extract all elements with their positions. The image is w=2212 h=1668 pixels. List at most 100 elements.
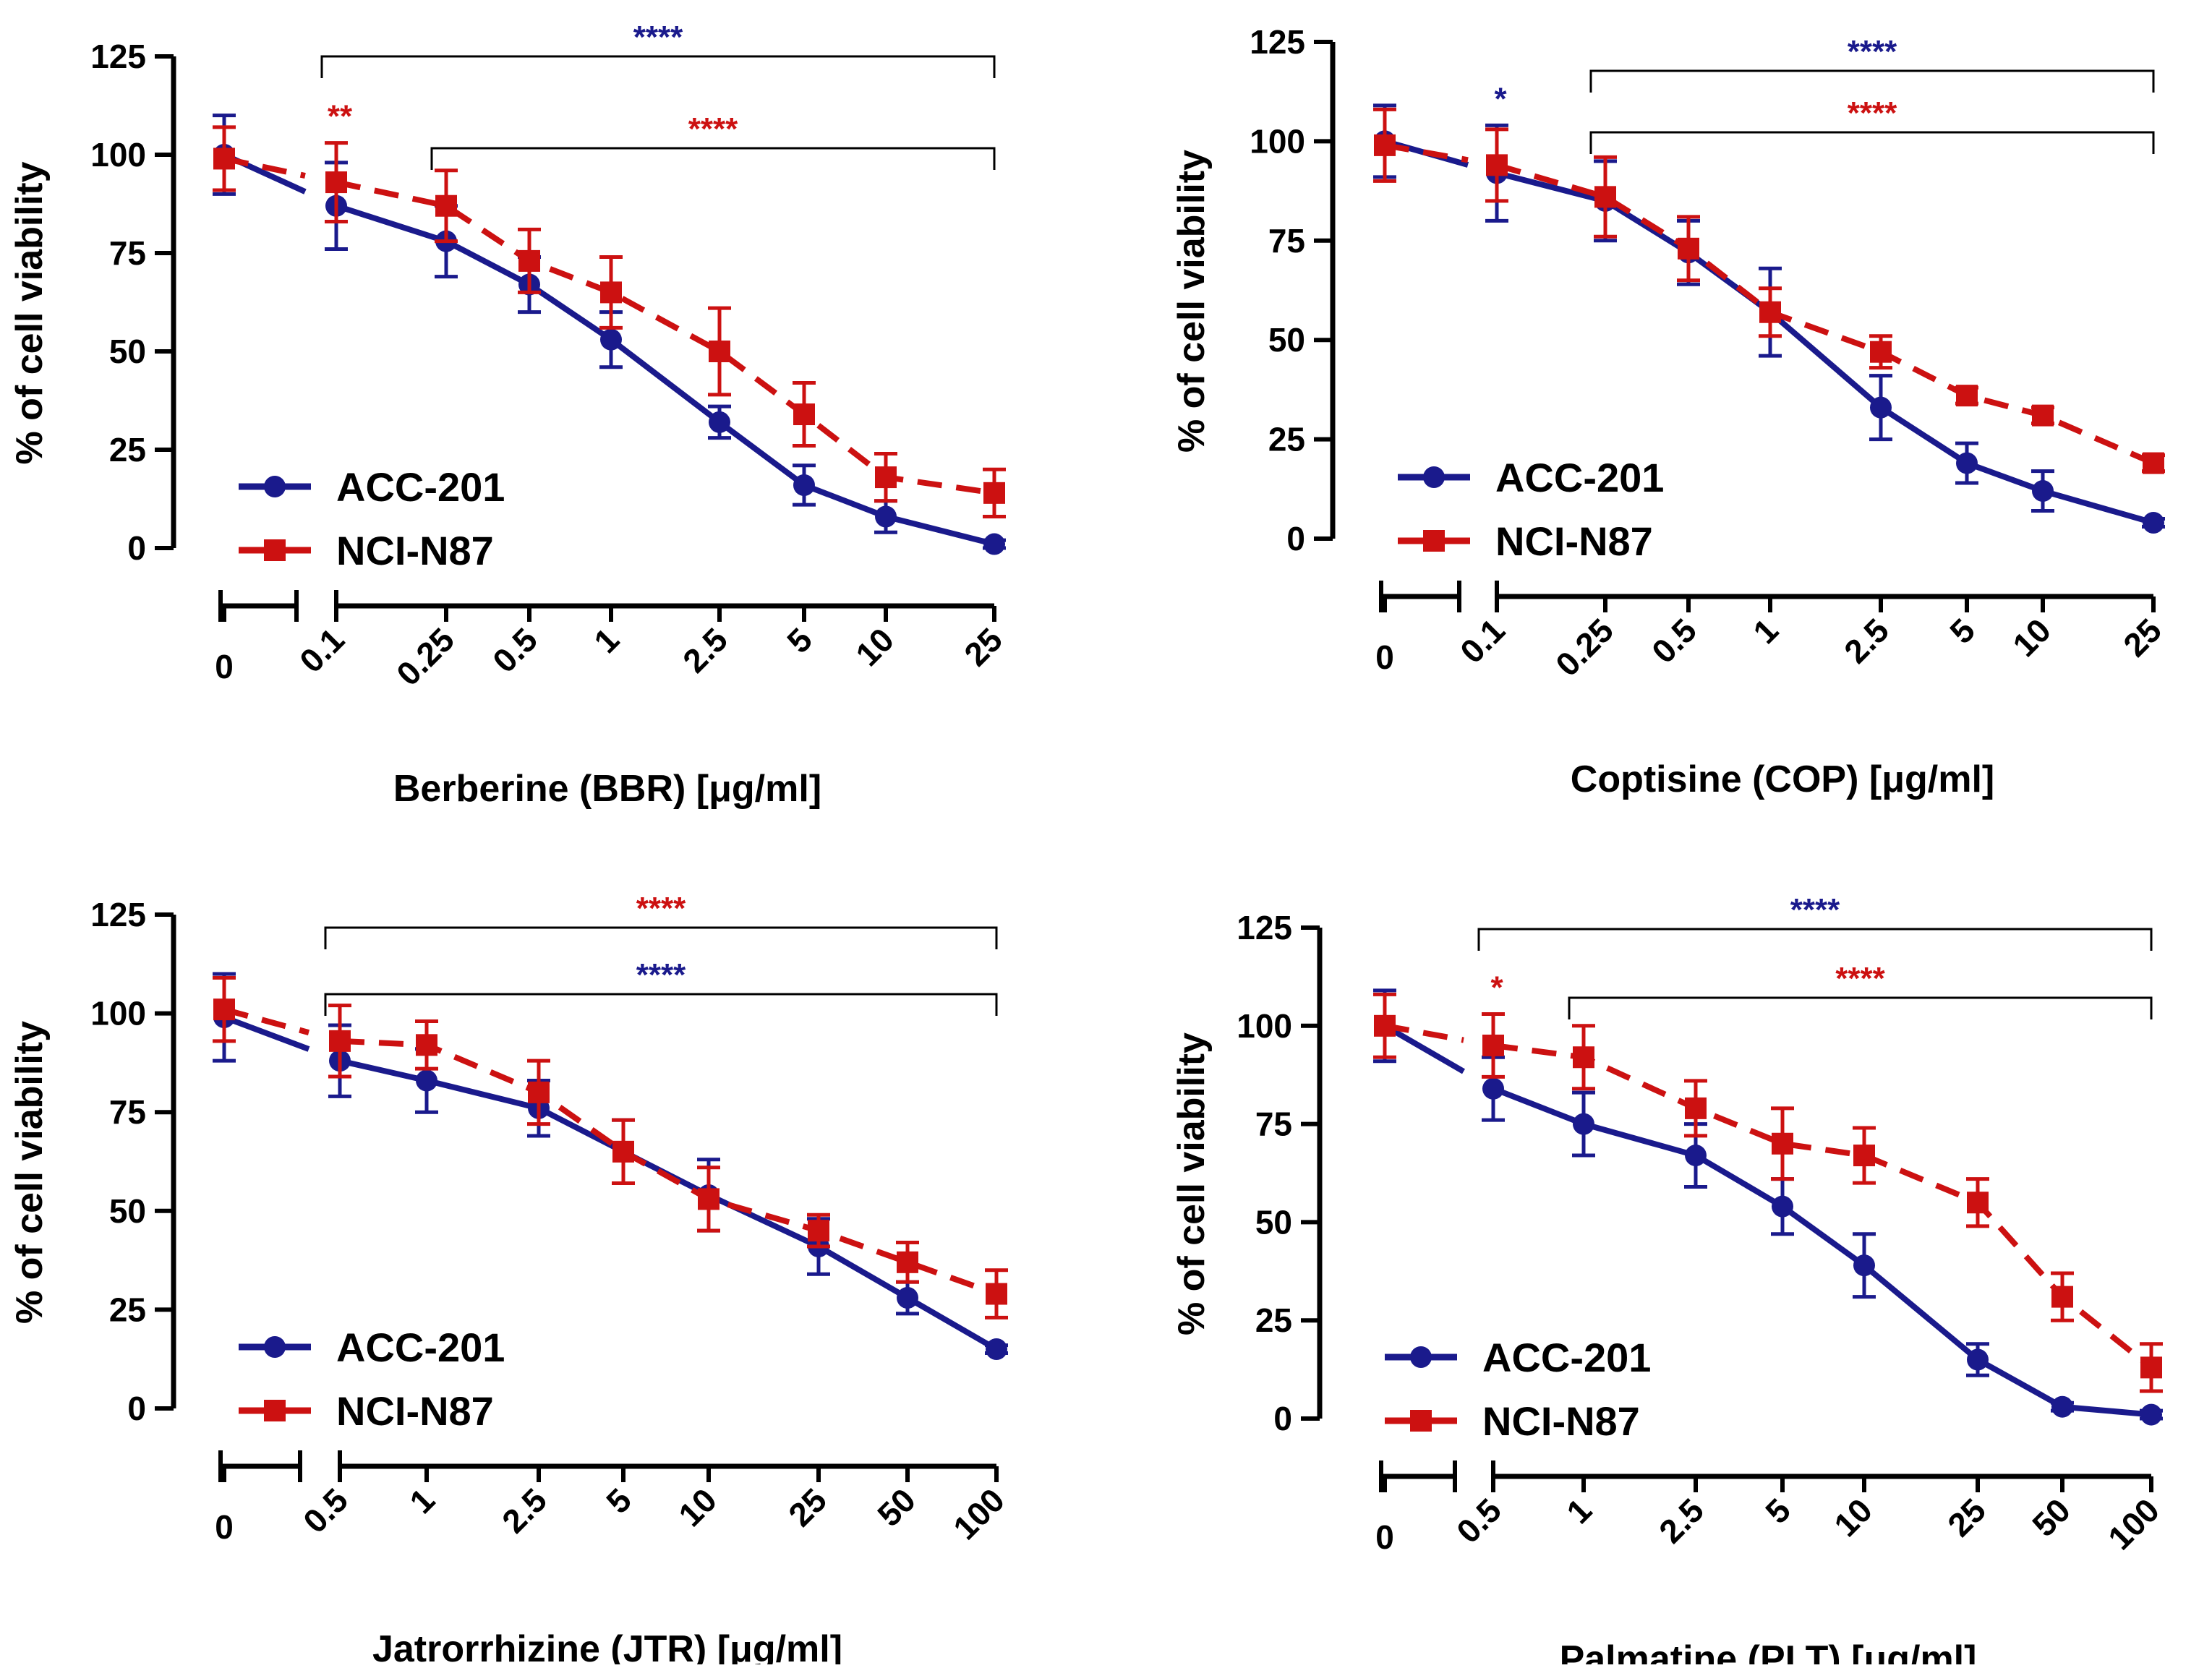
- series-nci-n87: [1373, 992, 2163, 1393]
- x-tick-label: 0.1: [1453, 611, 1512, 670]
- series-line: [336, 179, 995, 496]
- x-tick-label: 0.25: [389, 620, 461, 693]
- data-point: [600, 281, 622, 304]
- x-tick-label: 25: [781, 1481, 834, 1534]
- x-tick-label: 10: [2005, 611, 2058, 664]
- legend-entry: ACC-201: [239, 1325, 505, 1370]
- data-point: [2032, 480, 2054, 502]
- y-tick-label: 125: [1237, 909, 1292, 946]
- legend-marker: [264, 476, 286, 497]
- data-point: [528, 1081, 550, 1103]
- data-point: [1486, 154, 1508, 176]
- y-tick-label: 25: [1268, 421, 1305, 458]
- legend-label: ACC-201: [1495, 455, 1664, 500]
- bracket-line: [430, 147, 996, 170]
- x-tick-label: 5: [780, 620, 819, 660]
- y-tick-label: 50: [1268, 321, 1305, 359]
- x-tick-label: 10: [671, 1481, 724, 1534]
- legend-label: ACC-201: [336, 1325, 505, 1370]
- x-tick-label: 0.5: [1449, 1491, 1508, 1550]
- y-tick-label: 50: [109, 333, 146, 370]
- data-point: [416, 1034, 437, 1056]
- x-tick-label: 0: [1375, 638, 1394, 676]
- data-point: [983, 533, 1005, 555]
- series-line: [1492, 1085, 2152, 1418]
- x-tick-label: 10: [1827, 1491, 1879, 1544]
- series-nci-n87: [213, 975, 1008, 1320]
- data-point: [793, 474, 815, 496]
- significance-bracket: ****: [1477, 892, 2153, 951]
- data-point: [612, 1140, 634, 1163]
- legend-entry: NCI-N87: [239, 1388, 494, 1434]
- y-tick-label: 125: [1250, 23, 1305, 61]
- data-point: [1772, 1132, 1793, 1155]
- x-tick-label: 0.1: [292, 620, 351, 680]
- legend-entry: ACC-201: [1385, 1335, 1651, 1380]
- data-point: [213, 998, 235, 1021]
- significance-stars: ****: [636, 891, 686, 926]
- significance-stars: *: [1494, 81, 1507, 116]
- data-point: [329, 1030, 351, 1052]
- data-point: [2143, 452, 2164, 474]
- legend-label: NCI-N87: [1482, 1398, 1640, 1444]
- data-point: [986, 1338, 1007, 1361]
- data-point: [2051, 1395, 2073, 1418]
- data-point: [1678, 237, 1699, 260]
- x-tick-label: 2.5: [675, 620, 735, 680]
- x-tick-label: 0: [1375, 1518, 1394, 1556]
- data-point: [1956, 452, 1978, 474]
- x-tick-label: 0: [215, 1508, 234, 1546]
- y-tick-label: 25: [1255, 1301, 1292, 1339]
- data-point: [2140, 1356, 2162, 1379]
- legend-marker: [1423, 466, 1445, 488]
- data-point: [325, 171, 347, 194]
- y-axis-title: % of cell viability: [1171, 1032, 1213, 1335]
- y-tick-label: 75: [1268, 222, 1305, 260]
- x-tick-label: 50: [2025, 1491, 2078, 1544]
- x-tick-label: 2.5: [495, 1481, 554, 1540]
- data-point: [1967, 1192, 1989, 1214]
- y-tick-label: 75: [1255, 1105, 1292, 1143]
- legend-label: NCI-N87: [336, 1388, 494, 1434]
- data-point: [2051, 1286, 2073, 1308]
- bracket-line: [1589, 131, 2155, 154]
- significance-bracket: ****: [324, 891, 998, 949]
- y-tick-label: 0: [127, 1390, 146, 1427]
- significance-bracket: ****: [320, 20, 996, 78]
- data-point: [2032, 404, 2054, 427]
- legend-entry: NCI-N87: [1398, 518, 1653, 564]
- significance-stars: ****: [633, 20, 683, 55]
- x-tick-label: 100: [946, 1481, 1012, 1547]
- x-axis-title: Berberine (BBR) [μg/ml]: [393, 768, 821, 810]
- legend-marker: [1423, 530, 1445, 552]
- legend-marker: [264, 1400, 286, 1421]
- bracket-line: [1589, 69, 2155, 93]
- legend-label: NCI-N87: [1495, 518, 1653, 564]
- y-tick-label: 125: [90, 38, 146, 75]
- significance-bracket: ****: [1589, 95, 2155, 154]
- y-axis-title: % of cell viability: [1171, 150, 1213, 453]
- series-nci-n87: [1373, 107, 2165, 474]
- legend-entry: ACC-201: [239, 464, 505, 510]
- significance-bracket: ****: [430, 111, 996, 170]
- data-point: [1853, 1254, 1875, 1277]
- y-tick-label: 50: [1255, 1203, 1292, 1241]
- data-point: [1573, 1046, 1594, 1069]
- x-tick-label: 2.5: [1837, 611, 1896, 670]
- y-tick-label: 100: [90, 995, 146, 1032]
- x-tick-label: 5: [1758, 1491, 1798, 1531]
- y-tick-label: 0: [1286, 520, 1305, 557]
- y-tick-label: 100: [1237, 1007, 1292, 1045]
- bracket-line: [1568, 996, 2153, 1019]
- y-tick-label: 25: [109, 431, 146, 469]
- data-point: [2143, 512, 2164, 534]
- y-axis-title: % of cell viability: [9, 1021, 51, 1324]
- x-tick-label: 0: [215, 648, 234, 685]
- data-point: [986, 1283, 1007, 1305]
- x-tick-label: 25: [2116, 611, 2169, 664]
- chart-panel-3: 0 25 50 75 100 125 % of cell viability 0 0.5 1 2.5…: [9, 891, 1012, 1668]
- data-point: [875, 505, 897, 528]
